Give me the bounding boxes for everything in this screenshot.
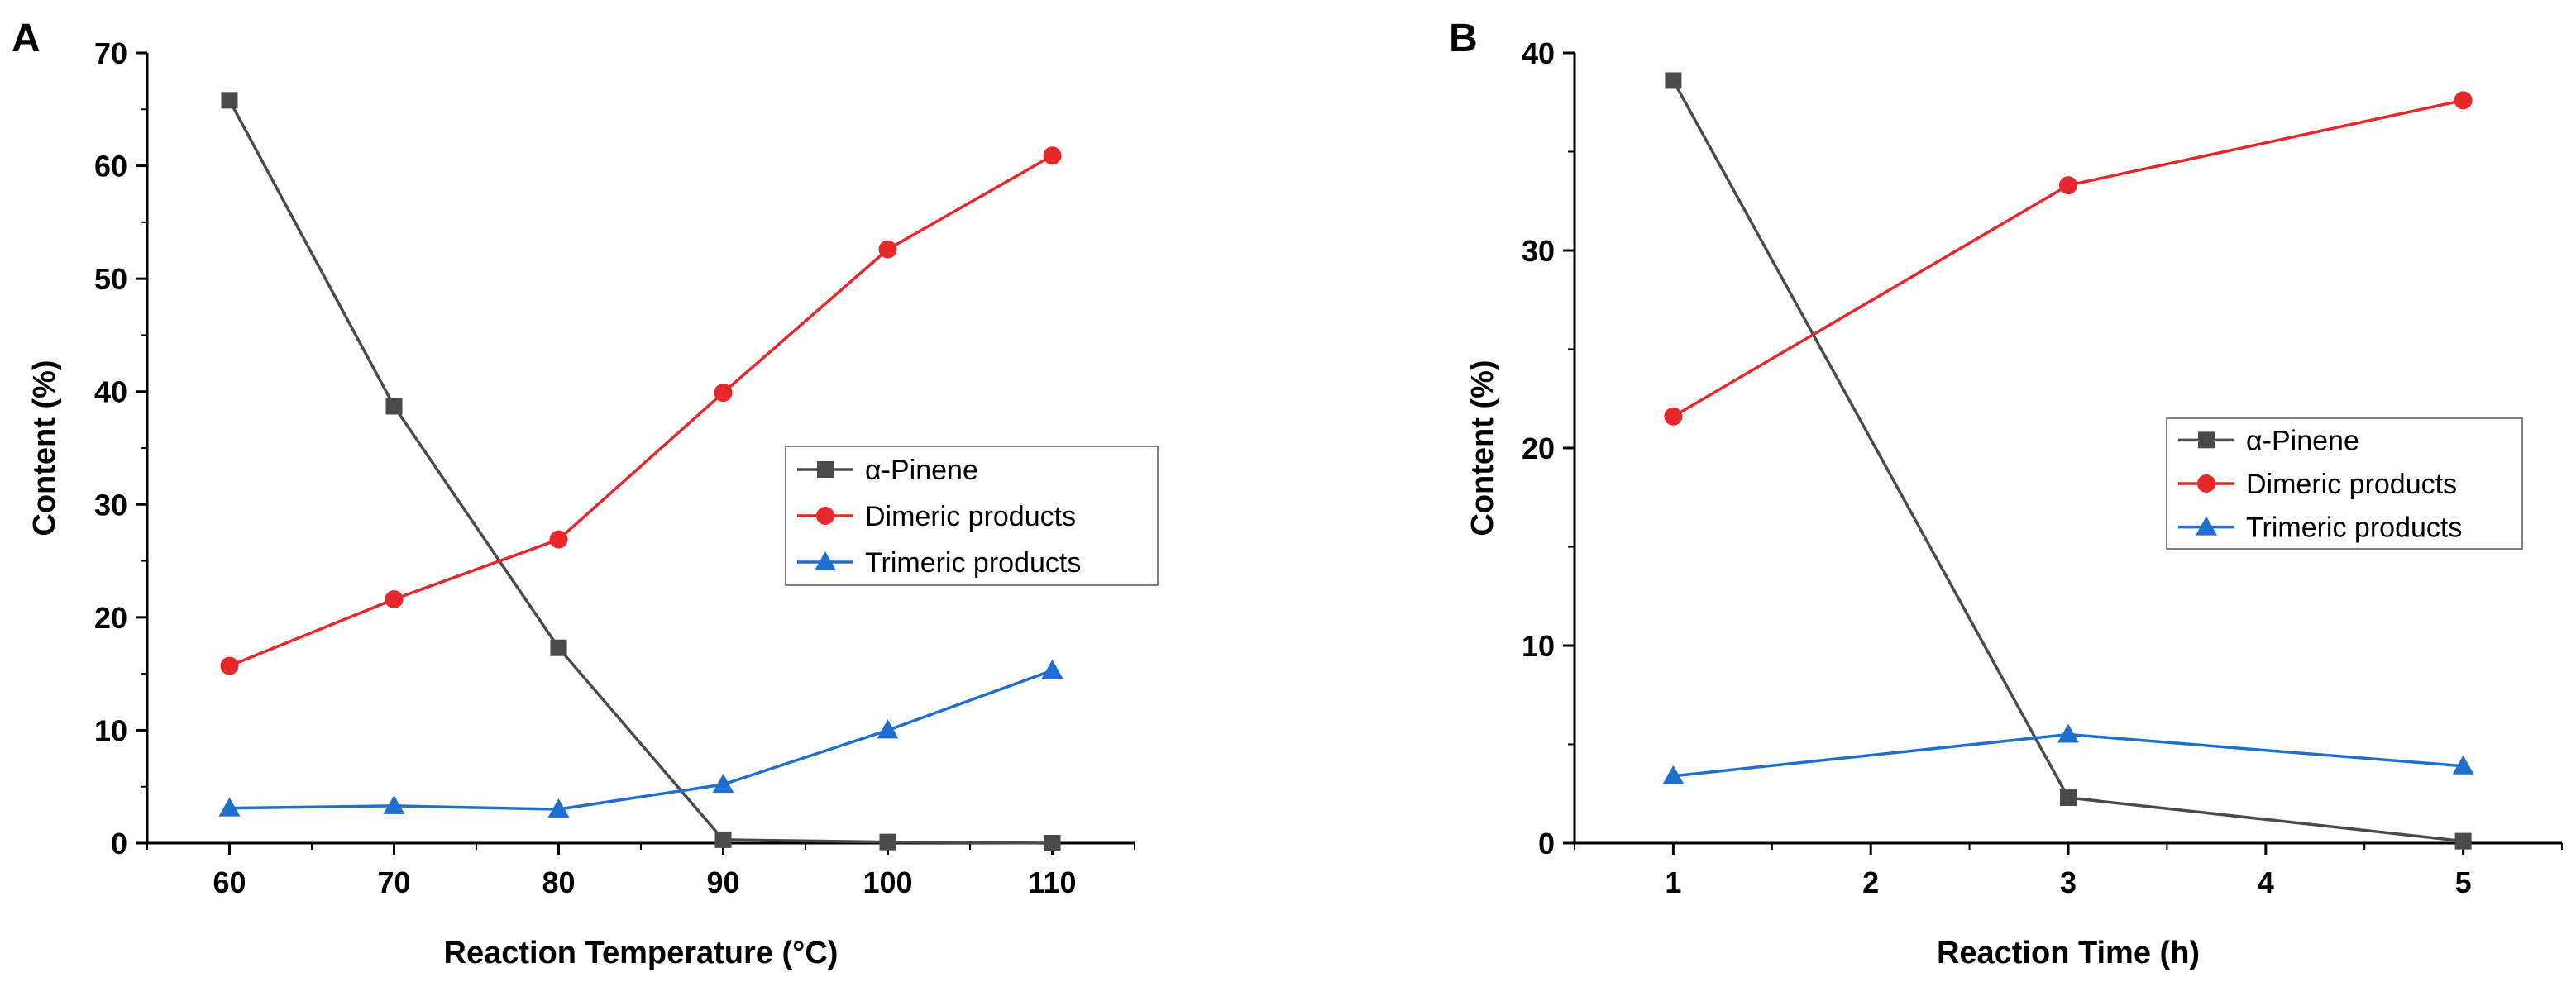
y-tick-label: 70 (94, 36, 127, 70)
series-trimeric-products (218, 660, 1063, 818)
y-tick-label: 20 (94, 601, 127, 635)
data-point (221, 92, 238, 109)
series-dimeric-products (1664, 91, 2473, 426)
legend: α-Pinene Dimeric products Trimeric product… (2166, 417, 2523, 550)
series-pinene (221, 92, 1061, 851)
series-line (1672, 98, 2464, 418)
series-dimeric-products (220, 146, 1062, 675)
x-tick-label: 90 (706, 865, 739, 899)
x-tick-label: 100 (863, 865, 912, 899)
data-point (1665, 72, 1682, 89)
data-point (220, 656, 239, 675)
data-point (714, 384, 733, 403)
legend-label: Dimeric products (865, 501, 1076, 532)
data-point (2452, 755, 2474, 775)
legend-swatch-marker (2196, 516, 2217, 536)
data-point (218, 797, 241, 817)
legend-item-trimeric-products: Trimeric products (2178, 512, 2462, 544)
data-point (878, 240, 897, 259)
x-tick-label: 70 (377, 865, 410, 899)
series-line (227, 99, 1053, 845)
x-tick-label: 110 (1028, 865, 1076, 899)
panel-label: B (1449, 17, 1478, 60)
y-tick-label: 10 (94, 713, 127, 747)
x-tick-label: 3 (2060, 865, 2077, 899)
data-point (712, 773, 734, 793)
data-point (383, 794, 405, 814)
legend-label: α-Pinene (865, 455, 978, 486)
y-tick-label: 20 (1522, 431, 1555, 465)
x-tick-label: 5 (2455, 865, 2472, 899)
legend-swatch-marker (2198, 431, 2215, 449)
legend-item-dimeric-products: Dimeric products (2178, 469, 2457, 500)
data-point (2454, 91, 2473, 110)
data-point (714, 831, 732, 848)
x-tick-label: 80 (542, 865, 575, 899)
data-point (877, 719, 899, 739)
y-axis-title: Content (%) (1465, 360, 1500, 536)
y-tick-label: 60 (94, 150, 127, 184)
data-point (2060, 789, 2077, 807)
x-tick-label: 1 (1665, 865, 1681, 899)
data-point (2454, 832, 2472, 850)
x-axis-title: Reaction Time (h) (1937, 936, 2200, 970)
data-point (1044, 835, 1061, 851)
data-point (549, 530, 568, 549)
x-tick-label: 4 (2258, 865, 2274, 899)
data-point (1664, 407, 1683, 426)
legend-swatch-marker (817, 461, 834, 478)
y-tick-label: 40 (94, 375, 127, 409)
series-trimeric-products (1662, 723, 2474, 784)
legend-label: Trimeric products (865, 547, 1081, 579)
data-point (1043, 146, 1062, 165)
legend-swatch-marker (815, 551, 836, 570)
data-point (385, 590, 404, 609)
y-tick-label: 0 (111, 827, 127, 860)
data-point (1662, 765, 1685, 784)
legend-label: Dimeric products (2246, 469, 2457, 500)
data-point (1041, 660, 1063, 679)
data-point (2059, 176, 2077, 195)
legend-item-pinene: α-Pinene (2178, 425, 2359, 456)
x-tick-label: 2 (1862, 865, 1879, 899)
legend-swatch-marker (816, 507, 834, 525)
chart-panel-b: B 0 10 20 30 40 1 2 3 4 5 Reaction Time (h) Content … (1449, 17, 2563, 970)
panel-label: A (12, 17, 41, 60)
y-tick-label: 30 (94, 488, 127, 522)
legend-swatch-marker (2197, 474, 2215, 493)
y-tick-label: 40 (1522, 36, 1555, 70)
chart-panel-a: A 0 10 20 30 40 50 60 70 60 70 80 90 100 110 Reaction T… (12, 17, 1159, 970)
series-line (229, 669, 1054, 811)
legend-label: α-Pinene (2246, 425, 2359, 456)
y-tick-label: 30 (1522, 234, 1555, 268)
y-tick-label: 10 (1522, 629, 1555, 663)
data-point (385, 398, 403, 415)
data-point (2057, 723, 2079, 743)
legend-item-dimeric-products: Dimeric products (797, 501, 1076, 532)
x-axis-title: Reaction Temperature (°C) (444, 936, 839, 970)
series-line (228, 154, 1054, 668)
y-tick-label: 50 (94, 262, 127, 296)
data-point (550, 639, 567, 656)
x-tick-label: 60 (213, 865, 246, 899)
legend: α-Pinene Dimeric products Trimeric product… (785, 446, 1159, 586)
data-point (547, 798, 570, 818)
y-axis-title: Content (%) (27, 360, 62, 536)
legend-label: Trimeric products (2246, 512, 2462, 544)
legend-item-pinene: α-Pinene (797, 455, 978, 486)
legend-item-trimeric-products: Trimeric products (797, 547, 1081, 579)
y-tick-label: 0 (1538, 827, 1555, 860)
data-point (879, 833, 896, 851)
series-pinene (1665, 72, 2472, 850)
